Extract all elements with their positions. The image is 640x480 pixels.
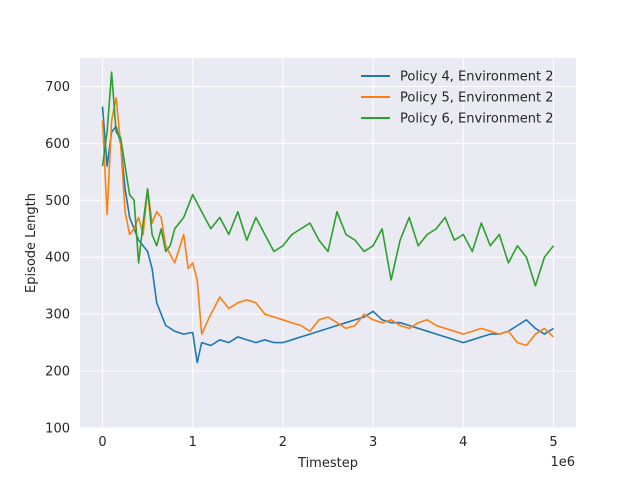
y-tick-label: 700 bbox=[45, 80, 70, 95]
x-tick-label: 0 bbox=[98, 435, 106, 450]
y-tick-label: 500 bbox=[45, 194, 70, 209]
x-tick-label: 3 bbox=[369, 435, 377, 450]
x-tick-label: 4 bbox=[459, 435, 467, 450]
grid bbox=[80, 58, 576, 429]
legend: Policy 4, Environment 2 Policy 5, Environ… bbox=[361, 70, 553, 127]
series-line-6 bbox=[101, 71, 555, 287]
y-tick-label: 400 bbox=[45, 251, 70, 266]
y-tick-label: 100 bbox=[45, 422, 70, 437]
series-line-4 bbox=[101, 106, 554, 364]
y-axis-label: Episode Length bbox=[24, 193, 39, 293]
y-tick-label: 600 bbox=[45, 137, 70, 152]
legend-entry: Policy 4, Environment 2 bbox=[400, 70, 553, 85]
x-tick-label: 2 bbox=[279, 435, 287, 450]
y-tick-label: 300 bbox=[45, 308, 70, 323]
x-axis-label: Timestep bbox=[297, 456, 358, 471]
series-layer bbox=[101, 71, 555, 364]
y-ticks: 100 200 300 400 500 600 700 bbox=[45, 80, 70, 437]
y-tick-label: 200 bbox=[45, 365, 70, 380]
x-tick-label: 5 bbox=[549, 435, 557, 450]
x-ticks: 0 1 2 3 4 5 bbox=[98, 435, 557, 450]
legend-entry: Policy 5, Environment 2 bbox=[400, 91, 553, 106]
legend-entry: Policy 6, Environment 2 bbox=[400, 112, 553, 127]
x-axis-multiplier: 1e6 bbox=[550, 455, 575, 470]
x-tick-label: 1 bbox=[189, 435, 197, 450]
